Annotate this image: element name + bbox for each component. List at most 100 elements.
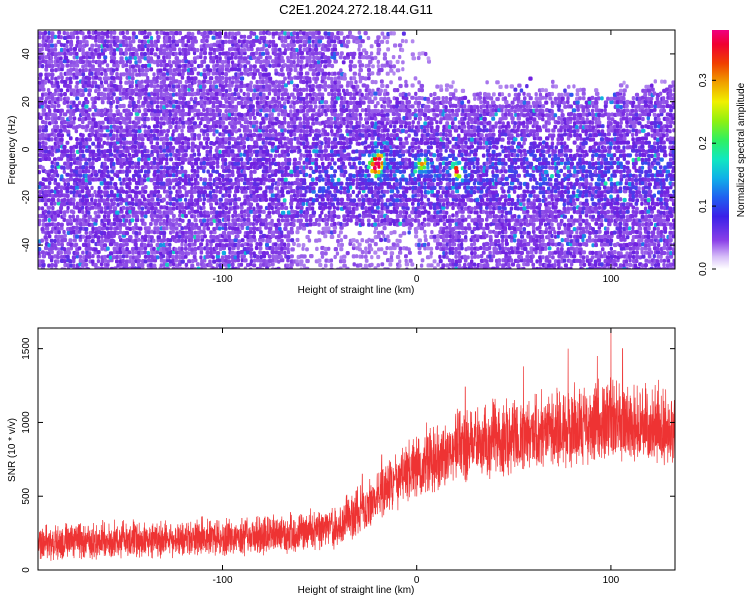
heatmap-cell (146, 193, 152, 198)
heatmap-cell (342, 141, 347, 146)
heatmap-cell (71, 210, 76, 215)
heatmap-cell (311, 186, 316, 191)
heatmap-cell (84, 182, 89, 187)
heatmap-cell (175, 231, 179, 236)
heatmap-cell (330, 80, 335, 85)
heatmap-cell (62, 217, 67, 222)
heatmap-cell (281, 132, 285, 137)
heatmap-cell (156, 108, 160, 114)
heatmap-cell (223, 193, 228, 198)
heatmap-cell (282, 116, 287, 121)
heatmap-cell (118, 254, 123, 260)
heatmap-cell (102, 243, 108, 248)
heatmap-cell (90, 96, 95, 101)
heatmap-cell (168, 218, 172, 223)
heatmap-cell (332, 205, 337, 210)
heatmap-cell (90, 71, 94, 76)
heatmap-cell (171, 202, 176, 207)
heatmap-cell (81, 177, 86, 183)
heatmap-cell (131, 177, 137, 182)
heatmap-cell (270, 148, 275, 153)
heatmap-cell (90, 43, 95, 48)
heatmap-cell (299, 59, 304, 64)
heatmap-cell (293, 67, 298, 73)
heatmap-cell (202, 68, 207, 73)
heatmap-cell (320, 254, 325, 259)
heatmap-cell (77, 124, 82, 129)
heatmap-cell (338, 230, 343, 235)
heatmap-cell (351, 210, 356, 215)
heatmap-cell (99, 206, 104, 211)
heatmap-cell (112, 30, 117, 35)
heatmap-cell (46, 172, 51, 177)
heatmap-cell (59, 97, 63, 102)
heatmap-cell (314, 116, 319, 122)
heatmap-cell (48, 108, 52, 113)
heatmap-cell (317, 43, 321, 48)
heatmap-cell (243, 258, 248, 263)
heatmap-cell (112, 59, 116, 64)
heatmap-cell (333, 193, 338, 198)
heatmap-cell (336, 214, 341, 219)
heatmap-cell (308, 104, 313, 109)
heatmap-cell (236, 120, 242, 125)
heatmap-cell (75, 35, 80, 40)
heatmap-cell (47, 263, 51, 268)
heatmap-cell (355, 239, 359, 244)
heatmap-cell (143, 40, 147, 45)
heatmap-cell (308, 173, 312, 178)
heatmap-cell (208, 259, 212, 264)
heatmap-cell (271, 230, 276, 235)
heatmap-cell (40, 198, 45, 203)
heatmap-cell (118, 235, 122, 240)
heatmap-cell (69, 173, 73, 178)
heatmap-cell (153, 52, 158, 57)
heatmap-cell (150, 205, 155, 211)
heatmap-cell (118, 84, 123, 89)
heatmap-cell (342, 186, 347, 191)
heatmap-cell (72, 72, 76, 77)
heatmap-cell (146, 68, 150, 73)
heatmap-cell (56, 103, 61, 108)
heatmap-cell (310, 206, 315, 211)
heatmap-cell (96, 47, 101, 52)
heatmap-cell (112, 79, 116, 84)
heatmap-cell (155, 104, 160, 109)
heatmap-cell (360, 205, 365, 210)
heatmap-cell (264, 193, 268, 198)
heatmap-cell (118, 230, 123, 235)
heatmap-cell (152, 72, 156, 77)
heatmap-cell (156, 201, 161, 206)
heatmap-cell (257, 133, 263, 138)
heatmap-cell (130, 262, 136, 267)
heatmap-cell (87, 113, 91, 118)
heatmap-cell (84, 165, 89, 170)
heatmap-cell (329, 76, 334, 81)
heatmap-cell (152, 60, 157, 65)
heatmap-cell (51, 120, 55, 125)
heatmap-cell (140, 246, 145, 251)
heatmap-cell (305, 104, 309, 109)
heatmap-cell (52, 124, 57, 129)
heatmap-cell (174, 247, 178, 252)
heatmap-cell (181, 71, 185, 77)
heatmap-cell (143, 234, 148, 239)
heatmap-cell (53, 243, 57, 248)
heatmap-cell (97, 152, 102, 157)
heatmap-cell (43, 156, 49, 161)
heatmap-cell (38, 72, 43, 77)
heatmap-cell (214, 84, 219, 89)
heatmap-cell (180, 160, 185, 165)
heatmap-cell (237, 39, 241, 44)
heatmap-cell (338, 128, 343, 133)
heatmap-cell (205, 38, 209, 43)
heatmap-cell (156, 189, 161, 194)
heatmap-cell (202, 177, 208, 182)
heatmap-cell (159, 149, 163, 154)
heatmap-cell (90, 201, 95, 206)
heatmap-cell (140, 137, 145, 142)
heatmap-cell (84, 173, 89, 178)
heatmap-cell (239, 133, 243, 138)
heatmap-cell (59, 258, 65, 263)
heatmap-cell (149, 96, 153, 101)
